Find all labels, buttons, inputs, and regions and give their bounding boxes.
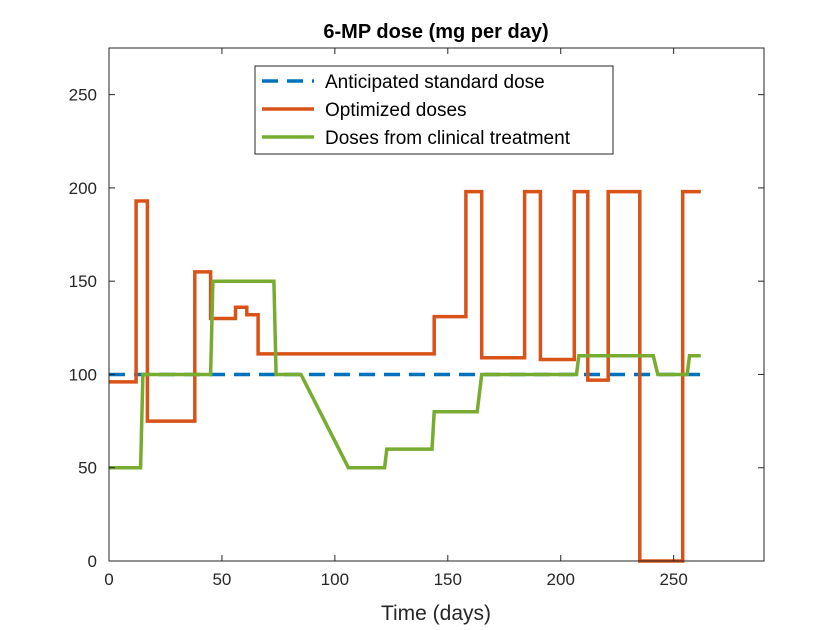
- x-tick-label: 100: [321, 570, 349, 589]
- legend: Anticipated standard dose Optimized doses…: [254, 65, 614, 155]
- chart-title: 6-MP dose (mg per day): [323, 21, 548, 43]
- series-line-2: [109, 189, 701, 563]
- legend-label-2: Optimized doses: [325, 100, 467, 121]
- legend-label-3: Doses from clinical treatment: [325, 128, 571, 149]
- y-tick-label: 250: [69, 86, 97, 105]
- x-tick-label: 200: [547, 570, 575, 589]
- y-tick-label: 150: [69, 272, 97, 291]
- y-tick-label: 50: [78, 459, 97, 478]
- x-tick-label: 250: [659, 570, 687, 589]
- axes-box: [108, 47, 765, 562]
- axes: 0 50 100 150 200 250 0 50 100 150 200 250: [69, 47, 765, 589]
- x-axis-label: Time (days): [381, 602, 491, 625]
- legend-box: [254, 65, 614, 155]
- legend-label-1: Anticipated standard dose: [325, 72, 545, 93]
- plot-area: [109, 189, 701, 563]
- x-tick-label: 0: [104, 570, 113, 589]
- x-tick-label: 50: [212, 570, 231, 589]
- x-tick-label: 150: [434, 570, 462, 589]
- y-tick-label: 100: [69, 365, 97, 384]
- y-tick-label: 0: [88, 552, 97, 571]
- y-tick-label: 200: [69, 179, 97, 198]
- series-line-3: [109, 279, 701, 470]
